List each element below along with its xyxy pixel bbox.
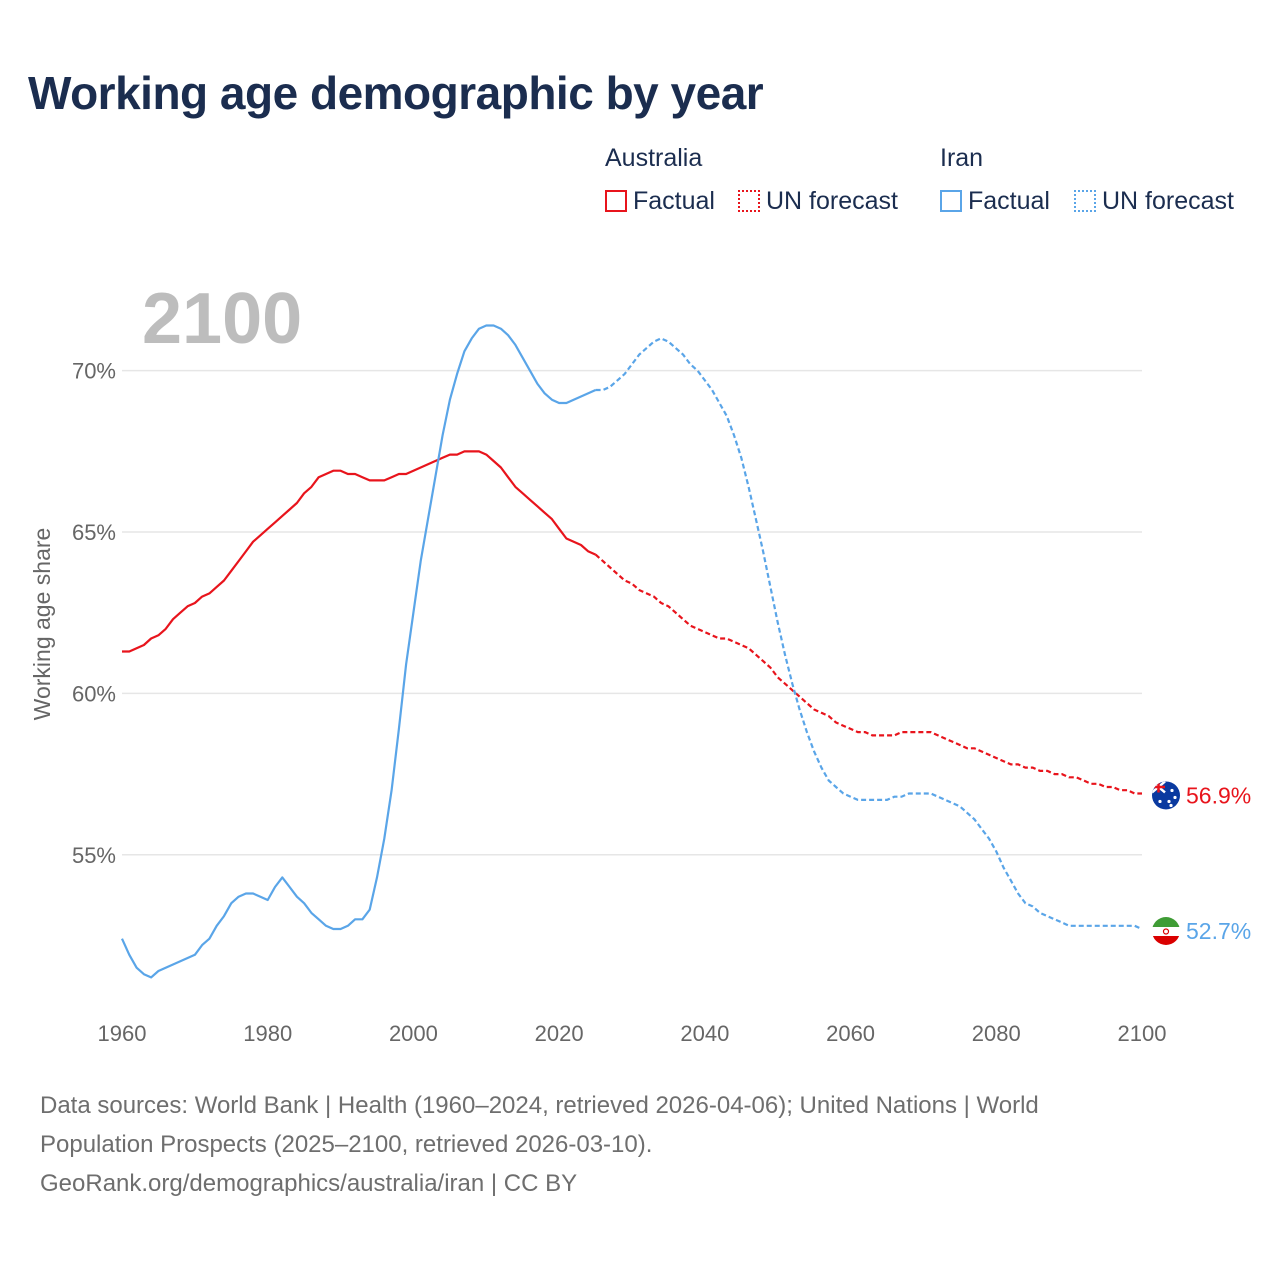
footer-attribution[interactable]: GeoRank.org/demographics/australia/iran … bbox=[40, 1170, 578, 1197]
year-label: 2100 bbox=[142, 279, 302, 359]
legend-label: Factual bbox=[633, 186, 715, 215]
x-tick-label: 2080 bbox=[972, 1021, 1021, 1046]
grid-lines bbox=[122, 369, 1142, 856]
chart-title: Working age demographic by year bbox=[28, 67, 764, 119]
x-tick-label: 2000 bbox=[389, 1021, 438, 1046]
legend-label: Factual bbox=[968, 186, 1050, 215]
iran-forecast-line[interactable] bbox=[595, 337, 1143, 931]
x-tick-label: 2100 bbox=[1118, 1021, 1167, 1046]
iran-flag-icon bbox=[1152, 917, 1180, 945]
legend-item-iran-factual[interactable]: Factual bbox=[940, 186, 1050, 216]
legend-group-iran: Iran bbox=[940, 144, 984, 172]
y-tick-label: 70% bbox=[72, 359, 116, 384]
x-tick-label: 2020 bbox=[535, 1021, 584, 1046]
footer: Data sources: World Bank | Health (1960–… bbox=[40, 1086, 1240, 1203]
legend-item-iran-forecast[interactable]: UN forecast bbox=[1074, 186, 1234, 216]
legend-swatch-dotted-red bbox=[738, 190, 760, 212]
end-labels: 56.9% 52.7% bbox=[1152, 781, 1251, 945]
y-tick-label: 55% bbox=[72, 843, 116, 868]
legend-label: UN forecast bbox=[1102, 186, 1234, 215]
legend-label: UN forecast bbox=[766, 186, 898, 215]
iran-factual-line[interactable] bbox=[120, 324, 597, 979]
legend-group-australia: Australia bbox=[605, 144, 703, 172]
footer-sources-line1: Data sources: World Bank | Health (1960–… bbox=[40, 1092, 1039, 1119]
australia-factual-line[interactable] bbox=[122, 450, 597, 653]
x-tick-label: 2040 bbox=[680, 1021, 729, 1046]
x-tick-label: 1980 bbox=[243, 1021, 292, 1046]
y-axis-title: Working age share bbox=[29, 528, 55, 721]
y-tick-label: 65% bbox=[72, 520, 116, 545]
footer-sources-line2: Population Prospects (2025–2100, retriev… bbox=[40, 1131, 653, 1158]
australia-flag-icon bbox=[1152, 781, 1180, 810]
axis-labels: 55% 60% 65% 70% 1960 1980 2000 2020 2040 2060 2080… bbox=[72, 359, 1167, 1046]
x-tick-label: 1960 bbox=[98, 1021, 147, 1046]
legend-item-australia-factual[interactable]: Factual bbox=[605, 186, 715, 216]
legend-item-australia-forecast[interactable]: UN forecast bbox=[738, 186, 898, 216]
legend-swatch-dotted-blue bbox=[1074, 190, 1096, 212]
y-tick-label: 60% bbox=[72, 681, 116, 706]
australia-end-value-label: 56.9% bbox=[1186, 782, 1251, 808]
iran-end-value-label: 52.7% bbox=[1186, 918, 1251, 944]
australia-forecast-line[interactable] bbox=[594, 553, 1142, 795]
x-tick-label: 2060 bbox=[826, 1021, 875, 1046]
legend-swatch-solid-red bbox=[605, 190, 627, 212]
series-lines bbox=[120, 324, 1143, 979]
legend-swatch-solid-blue bbox=[940, 190, 962, 212]
